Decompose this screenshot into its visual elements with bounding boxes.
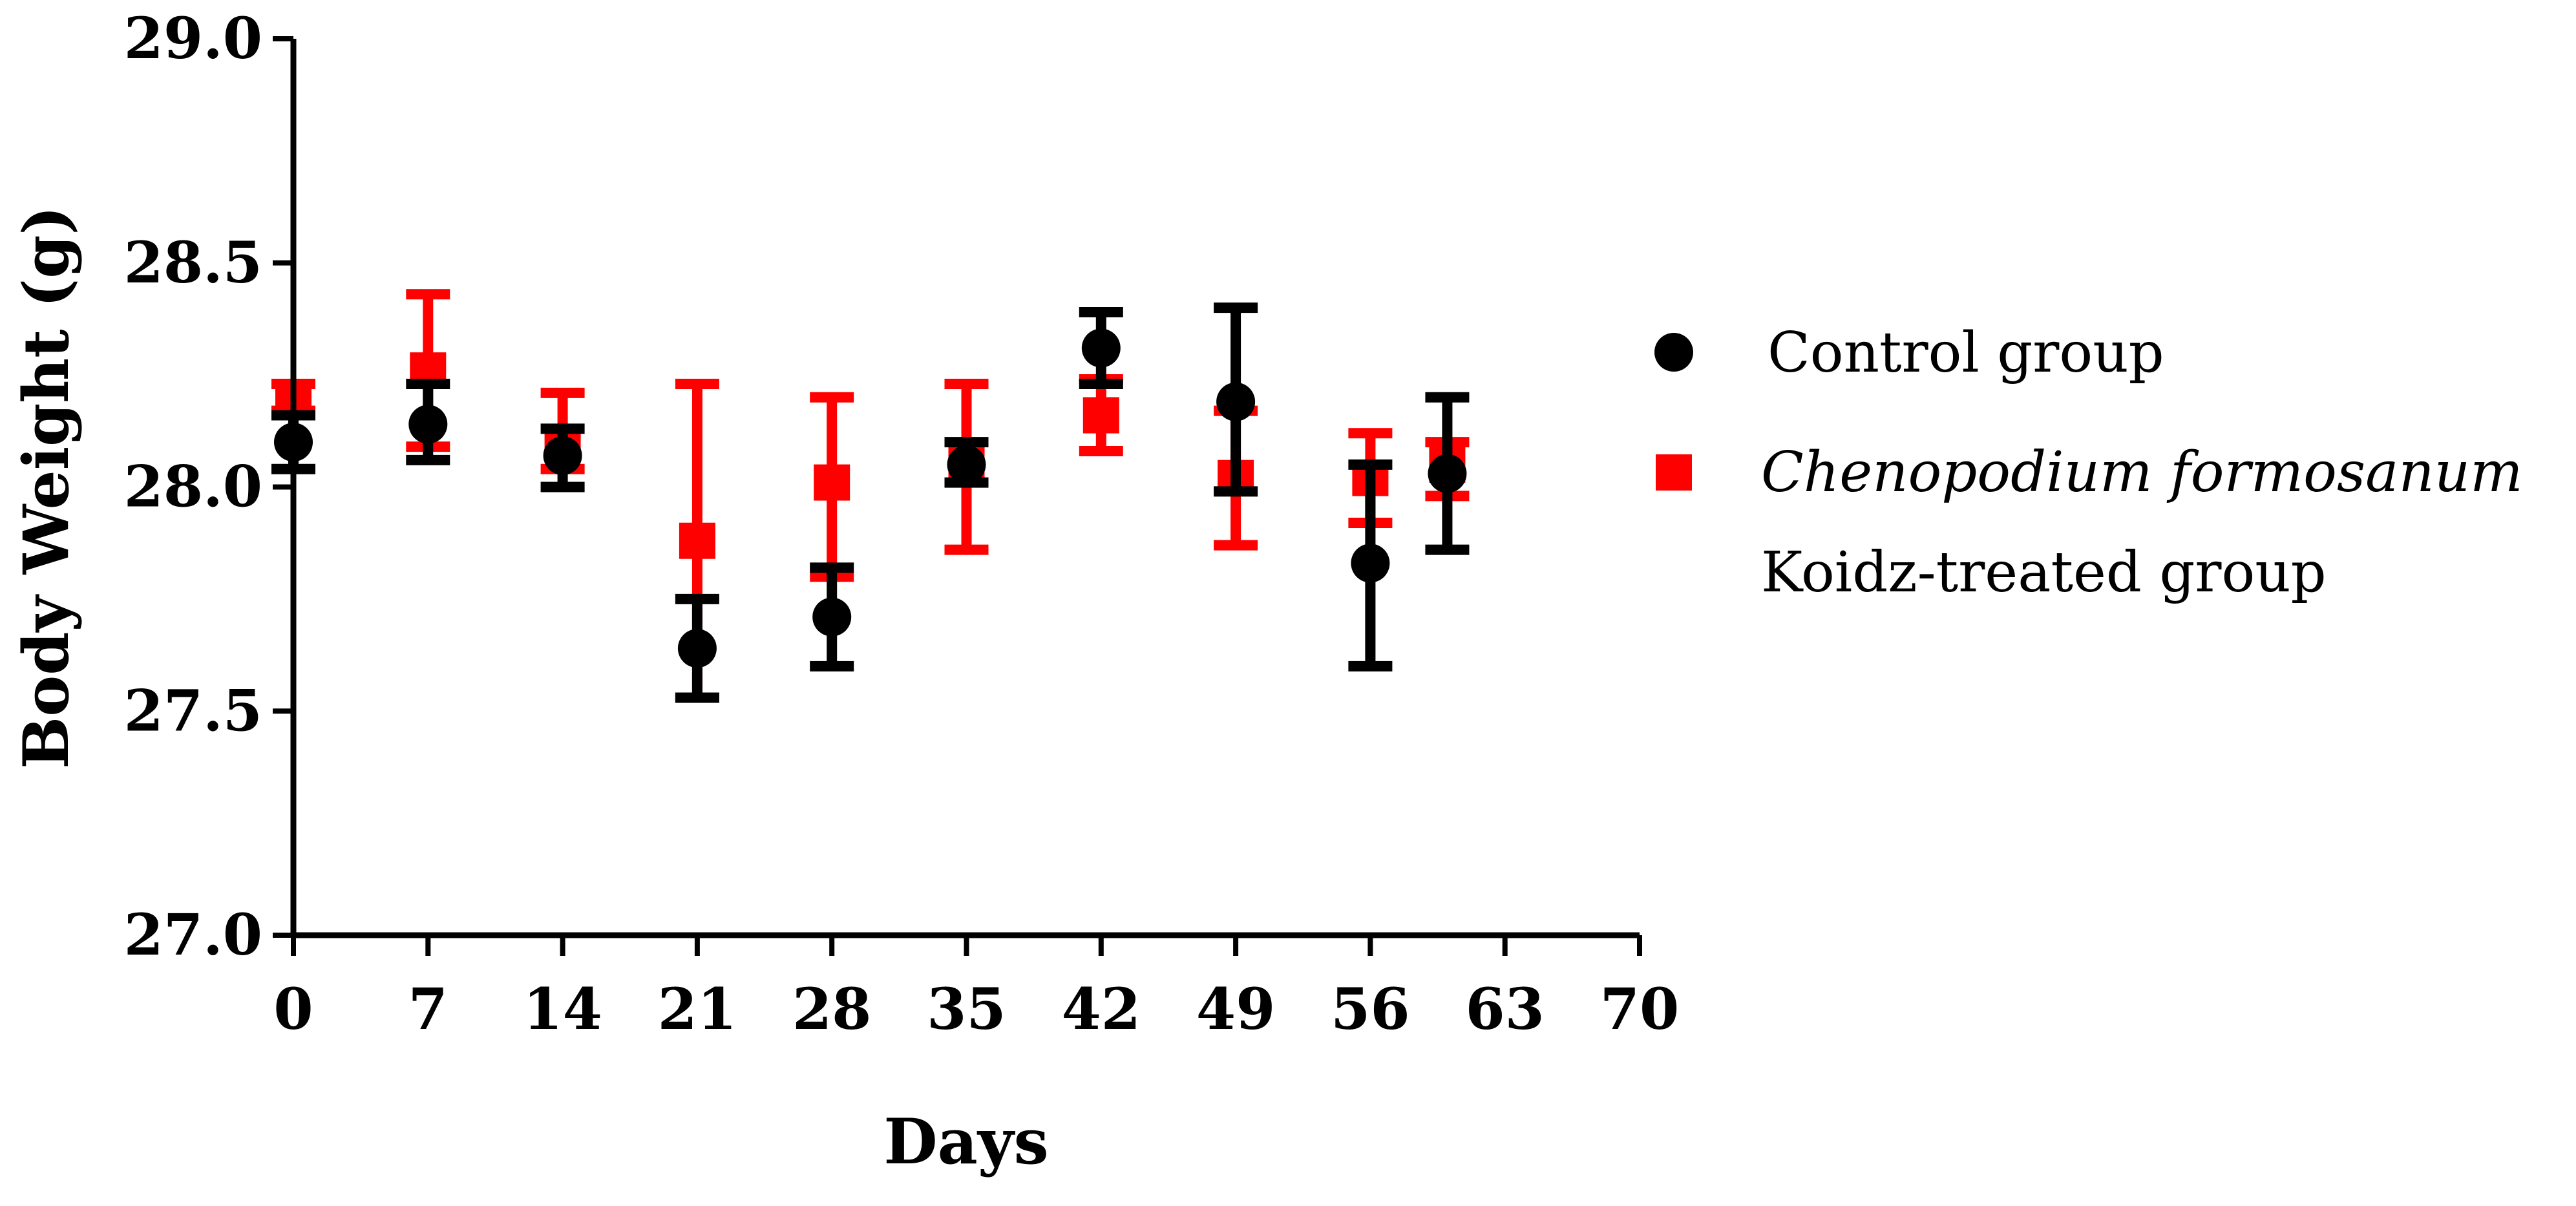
- data-point-control: [1081, 328, 1121, 368]
- data-point-control: [1216, 382, 1256, 421]
- x-tick-label: 14: [523, 975, 602, 1042]
- x-tick-label: 7: [408, 975, 448, 1042]
- x-tick-label: 0: [273, 975, 313, 1042]
- y-tick-label: 27.5: [124, 677, 262, 744]
- y-tick-label: 28.5: [124, 229, 262, 296]
- legend: Control group Chenopodium formosanum Koi…: [1654, 321, 2523, 605]
- y-tick-label: 27.0: [124, 901, 262, 968]
- x-tick-label: 70: [1600, 975, 1679, 1042]
- x-axis-title: Days: [883, 1105, 1048, 1178]
- y-tick-label: 29.0: [124, 5, 262, 72]
- data-point-treated: [814, 464, 850, 501]
- data-point-control: [677, 629, 717, 668]
- legend-marker-treated: [1656, 454, 1692, 491]
- x-axis-ticks: 0 7 14 21 28 35 42 49 56 63 70: [273, 935, 1679, 1042]
- series-control: [271, 302, 1470, 703]
- x-tick-label: 35: [927, 975, 1006, 1042]
- x-tick-label: 63: [1465, 975, 1544, 1042]
- data-point-control: [1428, 454, 1467, 493]
- legend-label-treated-line1: Chenopodium formosanum: [1761, 440, 2523, 505]
- data-point-control: [408, 405, 448, 444]
- data-point-control: [543, 436, 582, 475]
- y-tick-label: 28.0: [124, 453, 262, 520]
- x-tick-label: 21: [658, 975, 737, 1042]
- x-tick-label: 49: [1196, 975, 1275, 1042]
- y-axis-ticks: 27.0 27.5 28.0 28.5 29.0: [124, 5, 293, 968]
- series-treated: [271, 289, 1470, 703]
- x-tick-label: 28: [792, 975, 871, 1042]
- x-tick-label: 42: [1062, 975, 1141, 1042]
- legend-label-control: Control group: [1768, 321, 2164, 385]
- data-point-control: [947, 445, 986, 484]
- legend-marker-control: [1654, 333, 1693, 372]
- plot-marks: [271, 289, 1470, 703]
- y-axis-title: Body Weight (g): [10, 206, 83, 769]
- data-point-treated: [679, 522, 715, 559]
- data-point-treated: [1082, 397, 1119, 434]
- data-point-control: [1351, 544, 1390, 583]
- x-tick-label: 56: [1331, 975, 1409, 1042]
- data-point-control: [812, 597, 852, 637]
- legend-label-treated-line2: Koidz-treated group: [1761, 540, 2327, 605]
